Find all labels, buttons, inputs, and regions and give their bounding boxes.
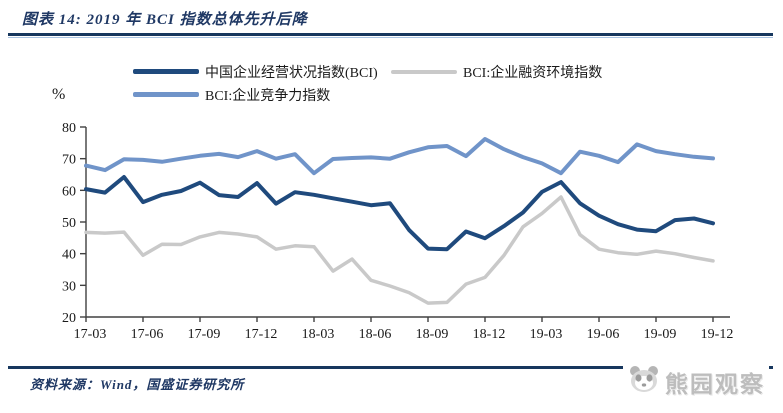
svg-text:19-12: 19-12 <box>701 327 734 342</box>
bci-line-swatch <box>133 69 199 74</box>
legend-label-financing: BCI:企业融资环境指数 <box>463 65 603 81</box>
svg-text:20: 20 <box>62 311 76 326</box>
y-axis-unit-label: % <box>52 86 66 103</box>
svg-text:18-06: 18-06 <box>359 327 392 342</box>
watermark-logo: 熊园观察 <box>623 362 769 401</box>
legend: 中国企业经营状况指数(BCI) BCI:企业融资环境指数 BCI:企业竞争力指数 <box>133 60 753 106</box>
svg-text:19-09: 19-09 <box>644 327 677 342</box>
legend-item-financing: BCI:企业融资环境指数 <box>391 62 602 82</box>
svg-text:19-03: 19-03 <box>530 327 563 342</box>
svg-text:80: 80 <box>62 121 76 136</box>
legend-row-1: 中国企业经营状况指数(BCI) BCI:企业融资环境指数 <box>133 60 753 83</box>
legend-row-2: BCI:企业竞争力指数 <box>133 83 753 106</box>
svg-text:18-12: 18-12 <box>473 327 506 342</box>
legend-label-competitiveness: BCI:企业竞争力指数 <box>205 88 331 104</box>
competitiveness-line-swatch <box>133 92 199 97</box>
svg-text:17-03: 17-03 <box>74 327 107 342</box>
watermark-text: 熊园观察 <box>665 371 765 397</box>
svg-text:18-03: 18-03 <box>302 327 335 342</box>
bottom-rule <box>8 366 773 369</box>
chart-title: 图表 14: 2019 年 BCI 指数总体先升后降 <box>22 12 308 28</box>
source-note: 资料来源：Wind，国盛证券研究所 <box>30 377 245 392</box>
svg-text:17-12: 17-12 <box>245 327 278 342</box>
svg-text:30: 30 <box>62 279 76 294</box>
svg-text:19-06: 19-06 <box>587 327 620 342</box>
svg-text:50: 50 <box>62 216 76 231</box>
svg-text:60: 60 <box>62 184 76 199</box>
svg-text:17-06: 17-06 <box>131 327 164 342</box>
svg-text:40: 40 <box>62 248 76 263</box>
svg-text:17-09: 17-09 <box>188 327 221 342</box>
financing-line-swatch <box>391 69 457 74</box>
panda-icon <box>627 364 661 399</box>
legend-item-competitiveness: BCI:企业竞争力指数 <box>133 85 330 105</box>
top-rule-shadow <box>8 37 773 38</box>
svg-text:18-09: 18-09 <box>416 327 449 342</box>
plot-area: 20 30 40 50 60 70 80 17-03 17-06 17-09 17-12 18-03 1… <box>0 90 783 360</box>
top-rule <box>8 33 773 36</box>
legend-item-bci: 中国企业经营状况指数(BCI) <box>133 62 391 82</box>
chart-svg: 20 30 40 50 60 70 80 17-03 17-06 17-09 17-12 18-03 1… <box>62 121 734 342</box>
svg-text:70: 70 <box>62 153 76 168</box>
legend-label-bci: 中国企业经营状况指数(BCI) <box>205 65 378 81</box>
